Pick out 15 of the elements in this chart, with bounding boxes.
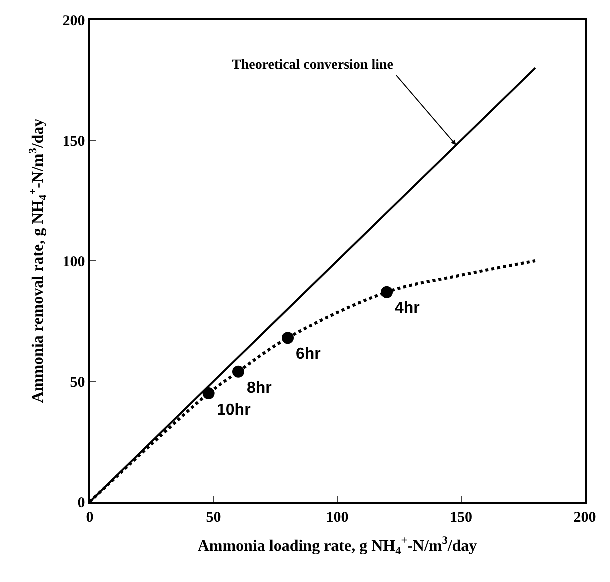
x-tick-label: 150 bbox=[450, 510, 472, 526]
x-tick-label: 100 bbox=[326, 510, 349, 526]
y-tick-label: 0 bbox=[78, 495, 86, 512]
annotation: Theoretical conversion line bbox=[232, 58, 394, 73]
y-tick-label: 200 bbox=[62, 13, 86, 30]
annotation: 8hr bbox=[247, 380, 272, 397]
y-tick-label: 150 bbox=[62, 134, 86, 150]
x-tick-label: 50 bbox=[206, 510, 222, 526]
x-axis-title: Ammonia loading rate, g NH$_{4}$$^{+}$-N/m$^{3}$/day bbox=[198, 535, 478, 558]
annotation: 4hr bbox=[395, 300, 420, 317]
y-tick-label: 100 bbox=[62, 254, 86, 270]
annotation: 6hr bbox=[296, 346, 321, 363]
x-tick-label: 200 bbox=[574, 510, 596, 526]
y-tick-label: 50 bbox=[70, 374, 86, 391]
annotation: 10hr bbox=[217, 402, 251, 419]
